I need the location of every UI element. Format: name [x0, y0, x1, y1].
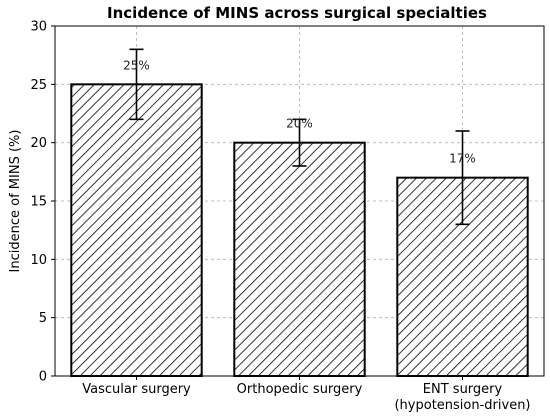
x-tick-label: Orthopedic surgery [237, 382, 363, 397]
data-label: 25% [123, 58, 150, 72]
data-label: 17% [449, 152, 476, 166]
x-tick-label: ENT surgery [423, 382, 503, 397]
y-tick-label: 15 [30, 195, 47, 210]
y-tick-label: 0 [39, 370, 47, 385]
data-label: 20% [286, 117, 313, 131]
y-axis-label: Incidence of MINS (%) [8, 130, 23, 273]
y-tick-label: 30 [30, 20, 47, 35]
y-tick-label: 10 [30, 253, 47, 268]
x-tick-label: Vascular surgery [82, 382, 191, 397]
y-tick-label: 5 [39, 311, 47, 326]
bar [70, 83, 203, 377]
y-tick-label: 25 [30, 78, 47, 93]
x-tick-label: (hypotension-driven) [394, 398, 530, 413]
bar [233, 141, 366, 377]
chart-title: Incidence of MINS across surgical specia… [107, 4, 487, 22]
y-tick-label: 20 [30, 136, 47, 151]
